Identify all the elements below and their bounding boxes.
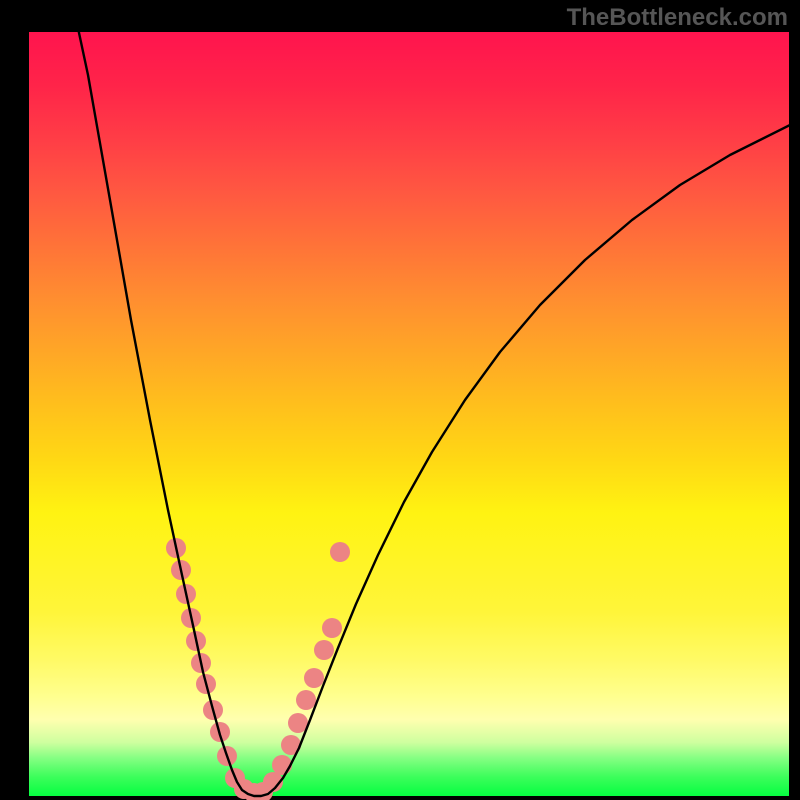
curve-dot bbox=[330, 542, 350, 562]
curve-line bbox=[72, 0, 790, 796]
chart-overlay-svg bbox=[0, 0, 800, 800]
dots-group bbox=[166, 538, 350, 800]
curve-dot bbox=[296, 690, 316, 710]
curve-dot bbox=[272, 755, 292, 775]
curve-dot bbox=[322, 618, 342, 638]
curve-dot bbox=[314, 640, 334, 660]
curve-dot bbox=[304, 668, 324, 688]
chart-canvas: TheBottleneck.com bbox=[0, 0, 800, 800]
watermark-text: TheBottleneck.com bbox=[567, 4, 788, 32]
